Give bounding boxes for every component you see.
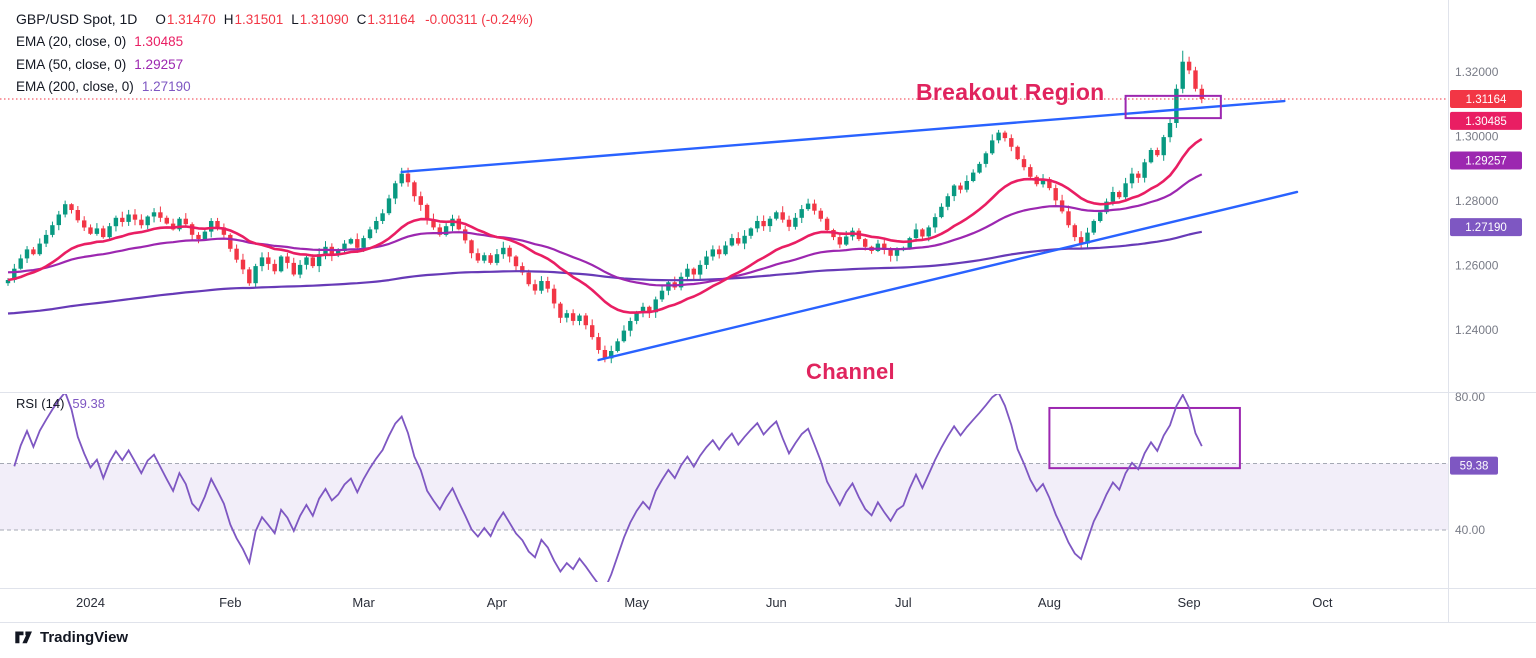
high-value: 1.31501: [234, 11, 284, 27]
time-axis-label[interactable]: Aug: [1038, 595, 1061, 610]
symbol-title: GBP/USD Spot, 1D: [16, 11, 138, 28]
candles-layer[interactable]: [5, 50, 1204, 364]
time-axis-label[interactable]: Apr: [487, 595, 508, 610]
price-axis-label: 1.30000: [1455, 130, 1499, 144]
change-value: -0.00311 (-0.24%): [425, 11, 533, 27]
time-axis-label[interactable]: Feb: [219, 595, 241, 610]
ema20-value: 1.30485: [134, 34, 184, 50]
axis-badge-label: 1.30485: [1465, 116, 1507, 128]
breakout-region-annotation[interactable]: Breakout Region: [916, 79, 1105, 105]
rsi-value: 59.38: [72, 396, 105, 411]
ema200-line[interactable]: [7, 230, 1203, 315]
tradingview-logo-icon: [14, 630, 33, 645]
chart-legend: GBP/USD Spot, 1D O 1.31470 H 1.31501 L 1.31…: [16, 8, 533, 98]
close-label: C: [356, 11, 367, 27]
price-axis-label: 1.24000: [1455, 323, 1499, 337]
indicator-row-ema20[interactable]: EMA (20, close, 0) 1.30485: [16, 31, 533, 54]
ema20-line[interactable]: [7, 137, 1203, 314]
tradingview-logo-text: TradingView: [40, 629, 129, 646]
tradingview-footer[interactable]: TradingView: [14, 629, 128, 646]
axis-badge-label: 1.27190: [1465, 222, 1507, 234]
indicator-row-ema50[interactable]: EMA (50, close, 0) 1.29257: [16, 53, 533, 76]
open-label: O: [155, 11, 166, 27]
low-label: L: [291, 11, 299, 27]
time-axis-label[interactable]: 2024: [76, 595, 105, 610]
rsi-axis-label: 40.00: [1455, 523, 1485, 537]
ema50-value: 1.29257: [134, 56, 184, 72]
rsi-axis-label: 80.00: [1455, 390, 1485, 404]
price-axis-label: 1.28000: [1455, 194, 1499, 208]
ema50-line[interactable]: [7, 173, 1203, 287]
open-value: 1.31470: [166, 11, 216, 27]
time-axis-label[interactable]: May: [624, 595, 649, 610]
high-label: H: [223, 11, 234, 27]
axis-badge: [1450, 456, 1498, 475]
rsi-line: [13, 394, 1203, 582]
symbol-row[interactable]: GBP/USD Spot, 1D O 1.31470 H 1.31501 L 1.31…: [16, 8, 533, 31]
rsi-legend-row[interactable]: RSI (14) 59.38: [16, 396, 105, 411]
ema20-label: EMA (20, close, 0): [16, 34, 127, 50]
rsi-label: RSI (14): [16, 396, 65, 411]
axis-badge: [1450, 90, 1522, 108]
rsi-band: [0, 463, 1448, 530]
close-value: 1.31164: [367, 11, 416, 27]
axis-badge: [1450, 111, 1522, 130]
indicator-row-ema200[interactable]: EMA (200, close, 0) 1.27190: [16, 76, 533, 99]
breakout-box[interactable]: [1124, 94, 1222, 120]
rsi-box[interactable]: [1048, 406, 1241, 470]
axis-badge-label: 1.29257: [1465, 156, 1507, 168]
channel-annotation[interactable]: Channel: [806, 359, 895, 384]
price-axis-label: 1.32000: [1455, 65, 1499, 79]
time-axis-label[interactable]: Sep: [1178, 595, 1201, 610]
time-axis-label[interactable]: Mar: [352, 595, 375, 610]
channel-lower-line[interactable]: [597, 190, 1299, 362]
axis-badge-label: 59.38: [1460, 461, 1489, 473]
ema50-label: EMA (50, close, 0): [16, 56, 127, 72]
low-value: 1.31090: [299, 11, 349, 27]
axis-badge-label: 1.31164: [1466, 94, 1507, 106]
time-axis-label[interactable]: Oct: [1312, 595, 1333, 610]
time-axis-label[interactable]: Jun: [766, 595, 787, 610]
axis-badge: [1450, 218, 1522, 237]
channel-upper-line[interactable]: [400, 99, 1286, 174]
time-axis-label[interactable]: Jul: [895, 595, 912, 610]
ema200-value: 1.27190: [141, 79, 191, 95]
axis-badge: [1450, 151, 1522, 170]
price-axis-label: 1.26000: [1455, 259, 1499, 273]
ema200-label: EMA (200, close, 0): [16, 79, 134, 95]
